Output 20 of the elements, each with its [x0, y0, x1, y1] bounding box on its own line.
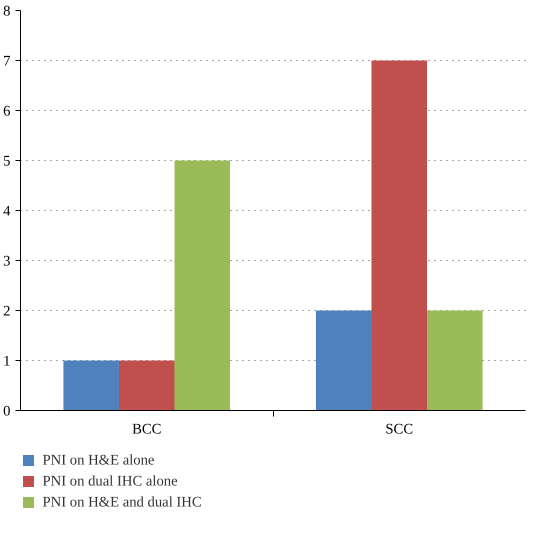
- y-tick-label: 6: [3, 104, 10, 120]
- y-tick-label: 1: [3, 354, 10, 370]
- y-tick-label: 5: [3, 154, 10, 170]
- bar: [427, 310, 483, 410]
- bar: [118, 360, 175, 410]
- y-tick-label: 3: [3, 254, 10, 270]
- bar: [174, 160, 230, 410]
- x-tick-label: SCC: [385, 422, 414, 438]
- bar: [63, 360, 119, 410]
- legend-label: PNI on dual IHC alone: [42, 474, 178, 490]
- legend-label: PNI on H&E alone: [42, 452, 154, 468]
- y-tick-label: 7: [3, 54, 10, 70]
- x-tick-label: BCC: [132, 422, 162, 438]
- y-tick-label: 4: [3, 204, 12, 220]
- legend-label: PNI on H&E and dual IHC: [42, 494, 202, 510]
- y-tick-label: 0: [3, 404, 10, 420]
- bar: [316, 310, 372, 410]
- bar: [371, 60, 428, 410]
- y-tick-label: 2: [3, 304, 10, 320]
- y-tick-label: 8: [3, 4, 10, 20]
